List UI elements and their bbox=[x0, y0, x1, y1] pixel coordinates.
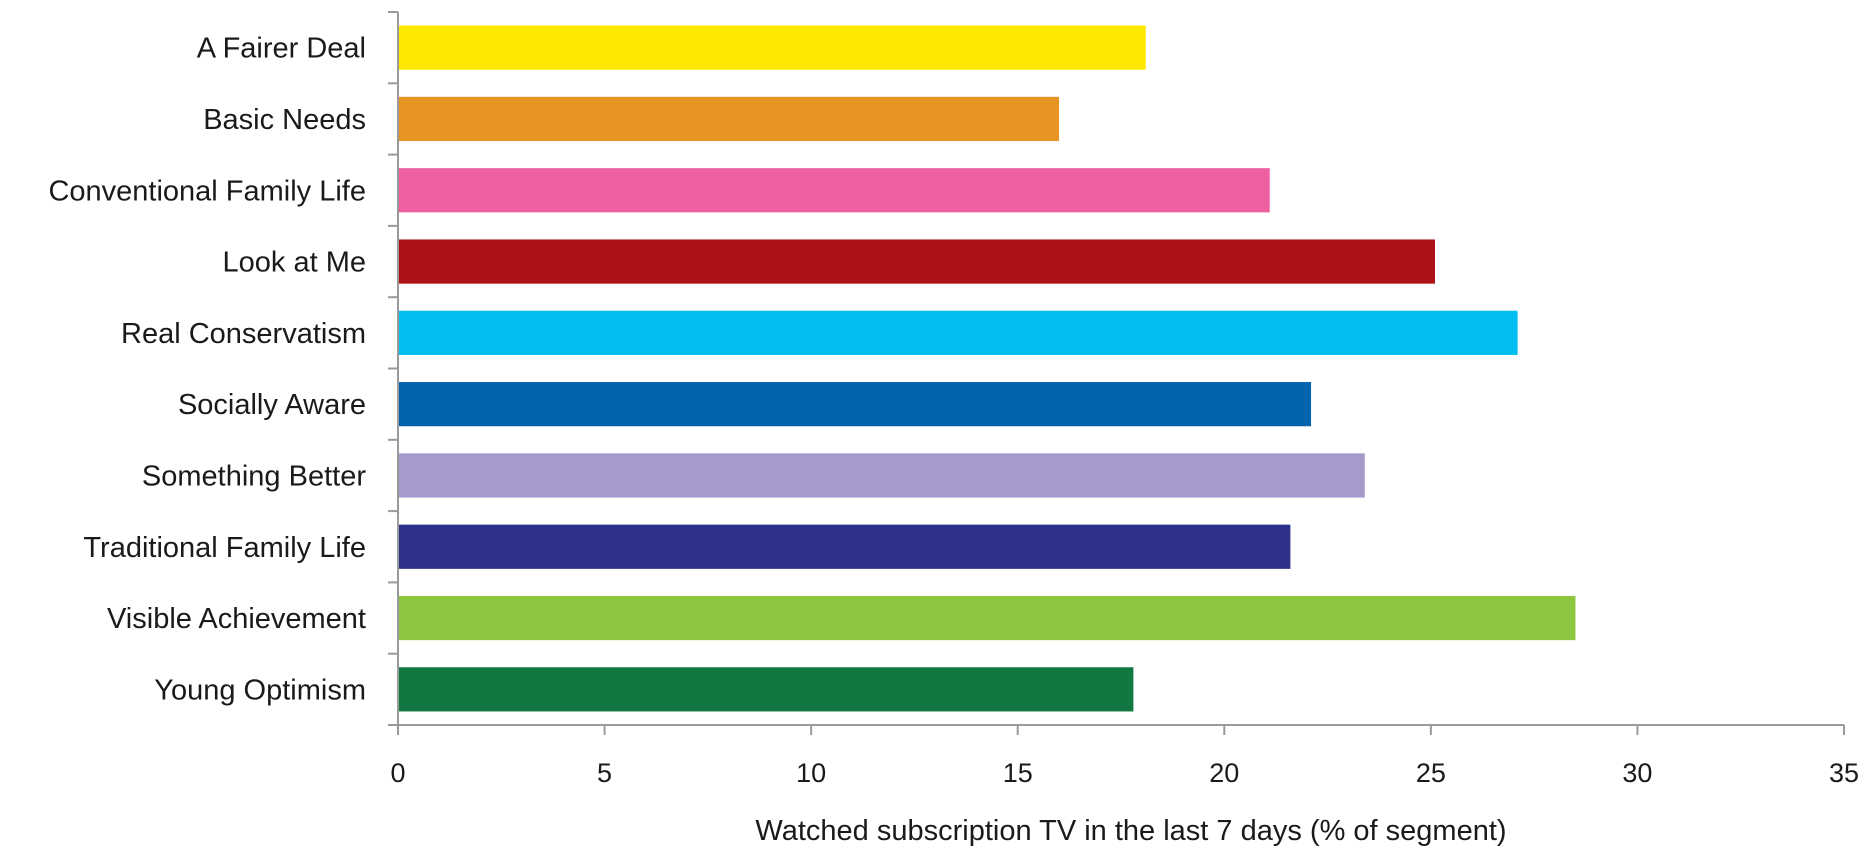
bar-conventional-family-life bbox=[399, 168, 1270, 213]
category-label: Traditional Family Life bbox=[83, 532, 366, 564]
bar-basic-needs bbox=[399, 96, 1060, 142]
category-label: Visible Achievement bbox=[107, 603, 366, 635]
x-tick-label: 10 bbox=[796, 758, 826, 788]
category-label: Look at Me bbox=[223, 247, 366, 279]
x-tick-label: 35 bbox=[1829, 758, 1859, 788]
axes-layer bbox=[388, 11, 1845, 735]
bar-something-better bbox=[399, 453, 1365, 498]
category-label: Basic Needs bbox=[203, 104, 366, 136]
category-label: Young Optimism bbox=[154, 674, 366, 706]
x-tick-label: 25 bbox=[1416, 758, 1446, 788]
bar-real-conservatism bbox=[399, 310, 1518, 355]
category-label: Socially Aware bbox=[178, 389, 366, 421]
x-tick-label: 5 bbox=[597, 758, 612, 788]
bars-layer bbox=[399, 25, 1576, 712]
category-label: Real Conservatism bbox=[121, 318, 366, 350]
category-label: Something Better bbox=[142, 460, 366, 492]
category-label: Conventional Family Life bbox=[48, 175, 366, 207]
x-axis-title: Watched subscription TV in the last 7 da… bbox=[755, 815, 1506, 847]
x-tick-label: 15 bbox=[1003, 758, 1033, 788]
labels-layer: A Fairer Deal Basic Needs Conventional Fam… bbox=[48, 33, 1859, 788]
bar-a-fairer-deal bbox=[399, 25, 1146, 70]
bar-look-at-me bbox=[399, 239, 1435, 284]
bar-young-optimism bbox=[399, 667, 1134, 712]
bar-socially-aware bbox=[399, 382, 1312, 427]
x-tick-label: 30 bbox=[1622, 758, 1652, 788]
category-label: A Fairer Deal bbox=[197, 33, 366, 65]
bar-visible-achievement bbox=[399, 595, 1576, 641]
x-tick-label: 0 bbox=[390, 758, 405, 788]
x-tick-label: 20 bbox=[1209, 758, 1239, 788]
bar-traditional-family-life bbox=[399, 524, 1291, 569]
